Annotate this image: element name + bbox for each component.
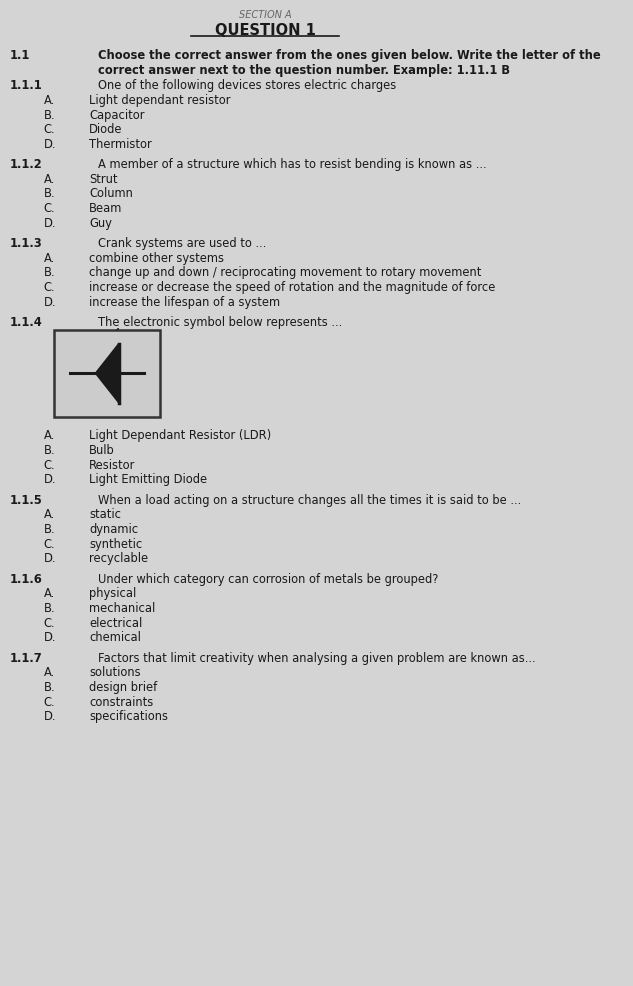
Text: A member of a structure which has to resist bending is known as ...: A member of a structure which has to res… <box>98 158 487 172</box>
Text: QUESTION 1: QUESTION 1 <box>215 23 315 37</box>
Text: A.: A. <box>44 429 54 442</box>
Text: B.: B. <box>44 187 55 200</box>
Text: mechanical: mechanical <box>89 601 155 614</box>
Text: Crank systems are used to ...: Crank systems are used to ... <box>98 237 266 250</box>
Text: electrical: electrical <box>89 616 142 629</box>
Text: A.: A. <box>44 666 54 678</box>
Text: correct answer next to the question number. Example: 1.11.1 B: correct answer next to the question numb… <box>98 64 510 77</box>
Text: Thermistor: Thermistor <box>89 138 152 151</box>
Text: 1.1.2: 1.1.2 <box>9 158 42 172</box>
Text: B.: B. <box>44 444 55 457</box>
Text: A.: A. <box>44 94 54 106</box>
Text: Light dependant resistor: Light dependant resistor <box>89 94 230 106</box>
Bar <box>54 330 160 417</box>
Text: 1.1: 1.1 <box>9 49 30 62</box>
Text: design brief: design brief <box>89 680 158 693</box>
Text: B.: B. <box>44 266 55 279</box>
Text: Beam: Beam <box>89 202 122 215</box>
Text: combine other systems: combine other systems <box>89 251 224 264</box>
Text: B.: B. <box>44 108 55 121</box>
Text: 1.1.4: 1.1.4 <box>9 316 42 329</box>
Text: constraints: constraints <box>89 695 153 708</box>
Text: C.: C. <box>44 458 55 471</box>
Text: A.: A. <box>44 251 54 264</box>
Text: B.: B. <box>44 523 55 535</box>
Text: A.: A. <box>44 173 54 185</box>
Text: A.: A. <box>44 587 54 599</box>
Text: D.: D. <box>44 631 56 644</box>
Text: Choose the correct answer from the ones given below. Write the letter of the: Choose the correct answer from the ones … <box>98 49 601 62</box>
Text: D.: D. <box>44 552 56 565</box>
Text: Light Emitting Diode: Light Emitting Diode <box>89 473 207 486</box>
Text: physical: physical <box>89 587 136 599</box>
Text: B.: B. <box>44 680 55 693</box>
Text: Light Dependant Resistor (LDR): Light Dependant Resistor (LDR) <box>89 429 272 442</box>
Text: C.: C. <box>44 281 55 294</box>
Text: Guy: Guy <box>89 217 112 230</box>
Text: 1.1.7: 1.1.7 <box>9 651 42 665</box>
Text: Bulb: Bulb <box>89 444 115 457</box>
Text: The electronic symbol below represents ...: The electronic symbol below represents .… <box>98 316 342 329</box>
Text: B.: B. <box>44 601 55 614</box>
Text: C.: C. <box>44 695 55 708</box>
Text: D.: D. <box>44 138 56 151</box>
Text: D.: D. <box>44 473 56 486</box>
Text: synthetic: synthetic <box>89 537 142 550</box>
Text: C.: C. <box>44 616 55 629</box>
Text: D.: D. <box>44 217 56 230</box>
Text: static: static <box>89 508 121 521</box>
Text: specifications: specifications <box>89 710 168 723</box>
Text: C.: C. <box>44 202 55 215</box>
Text: Capacitor: Capacitor <box>89 108 144 121</box>
Text: chemical: chemical <box>89 631 141 644</box>
Text: 1.1.6: 1.1.6 <box>9 572 42 586</box>
Text: D.: D. <box>44 710 56 723</box>
Text: Strut: Strut <box>89 173 118 185</box>
Text: One of the following devices stores electric charges: One of the following devices stores elec… <box>98 79 396 93</box>
Text: When a load acting on a structure changes all the times it is said to be ...: When a load acting on a structure change… <box>98 493 522 507</box>
Text: C.: C. <box>44 537 55 550</box>
Text: Factors that limit creativity when analysing a given problem are known as...: Factors that limit creativity when analy… <box>98 651 536 665</box>
Text: Resistor: Resistor <box>89 458 135 471</box>
Text: A.: A. <box>44 508 54 521</box>
Text: change up and down / reciprocating movement to rotary movement: change up and down / reciprocating movem… <box>89 266 482 279</box>
Text: increase or decrease the speed of rotation and the magnitude of force: increase or decrease the speed of rotati… <box>89 281 496 294</box>
Text: Under which category can corrosion of metals be grouped?: Under which category can corrosion of me… <box>98 572 439 586</box>
Polygon shape <box>96 344 119 403</box>
Text: solutions: solutions <box>89 666 141 678</box>
Text: D.: D. <box>44 296 56 309</box>
Text: 1.1.5: 1.1.5 <box>9 493 42 507</box>
Text: SECTION A: SECTION A <box>239 10 291 20</box>
Text: C.: C. <box>44 123 55 136</box>
Text: Column: Column <box>89 187 133 200</box>
Text: 1.1.3: 1.1.3 <box>9 237 42 250</box>
Text: recyclable: recyclable <box>89 552 148 565</box>
Text: increase the lifespan of a system: increase the lifespan of a system <box>89 296 280 309</box>
Text: dynamic: dynamic <box>89 523 138 535</box>
Text: 1.1.1: 1.1.1 <box>9 79 42 93</box>
Text: Diode: Diode <box>89 123 123 136</box>
